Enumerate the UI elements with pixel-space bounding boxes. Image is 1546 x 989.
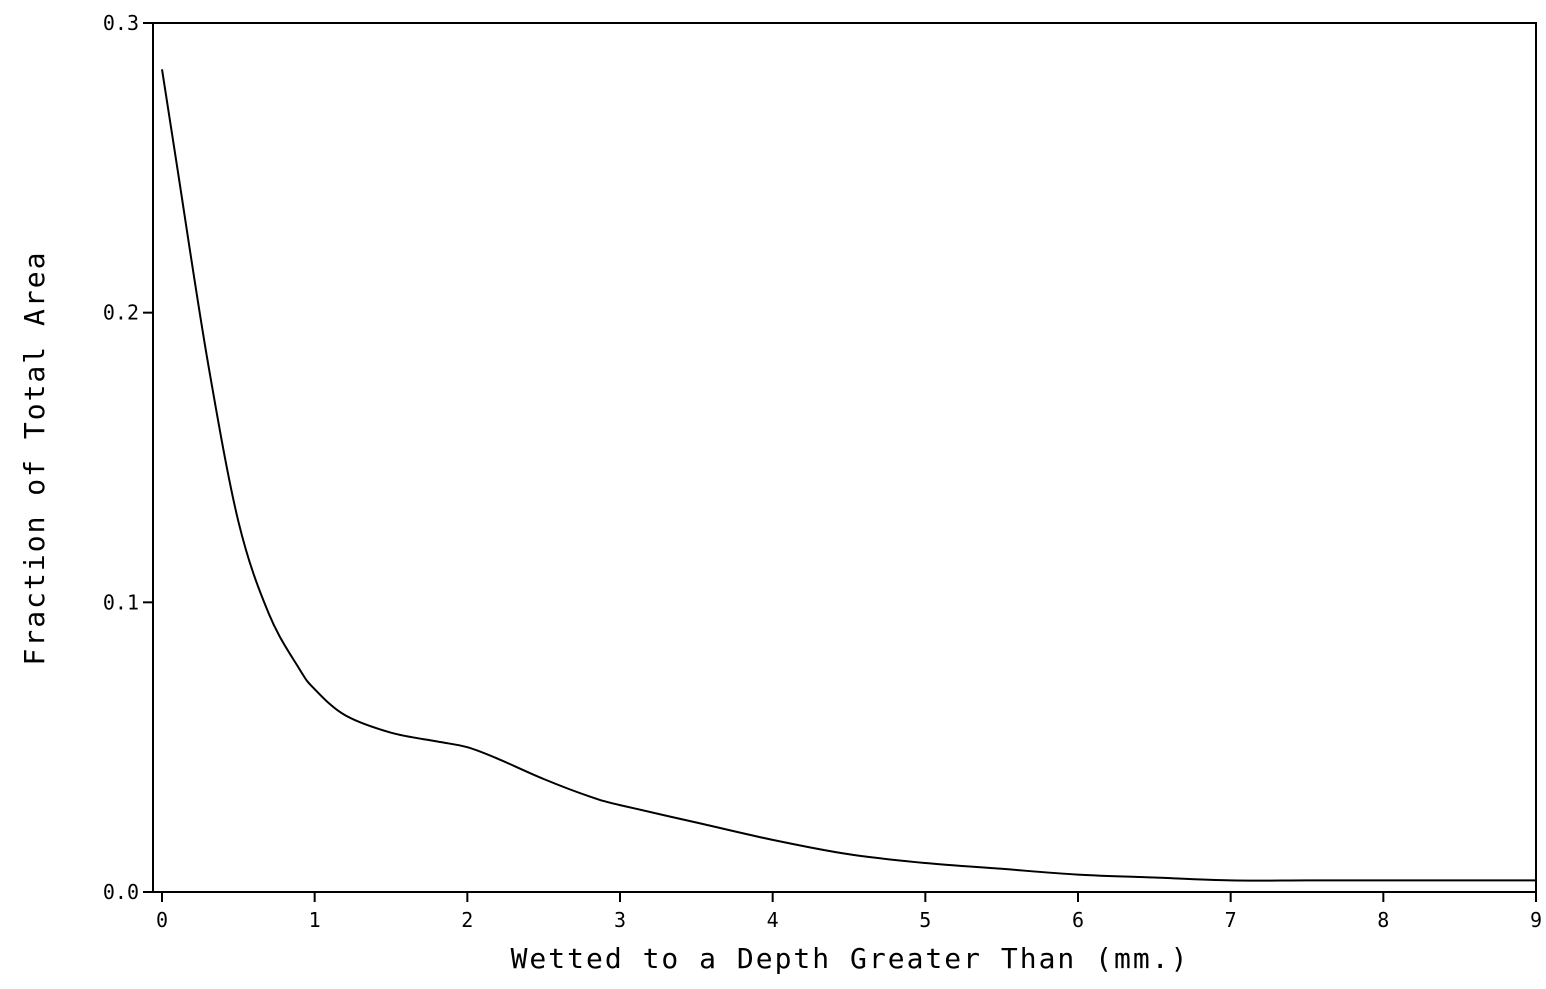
y-tick-label: 0.0: [103, 880, 139, 904]
x-tick-label: 6: [1072, 908, 1084, 932]
x-tick-label: 7: [1225, 908, 1237, 932]
y-tick-label: 0.3: [103, 11, 139, 35]
y-axis-title: Fraction of Total Area: [18, 251, 51, 666]
series-line: [161, 69, 1536, 882]
x-tick-label: 3: [614, 908, 626, 932]
series-layer: [161, 69, 1536, 882]
x-tick-label: 9: [1530, 908, 1542, 932]
x-axis-ticks: 0 1 2 3 4 5 6 7 8 9: [156, 892, 1542, 932]
y-tick-label: 0.1: [103, 590, 139, 614]
x-tick-label: 1: [309, 908, 321, 932]
plot-frame: [152, 22, 1537, 893]
y-tick-label: 0.2: [103, 301, 139, 325]
x-tick-label: 5: [919, 908, 931, 932]
y-axis-ticks: 0.0 0.1 0.2 0.3: [103, 11, 153, 904]
x-axis-title: Wetted to a Depth Greater Than (mm.): [511, 942, 1190, 975]
x-tick-label: 4: [767, 908, 779, 932]
x-tick-label: 2: [461, 908, 473, 932]
x-tick-label: 0: [156, 908, 168, 932]
x-tick-label: 8: [1377, 908, 1389, 932]
